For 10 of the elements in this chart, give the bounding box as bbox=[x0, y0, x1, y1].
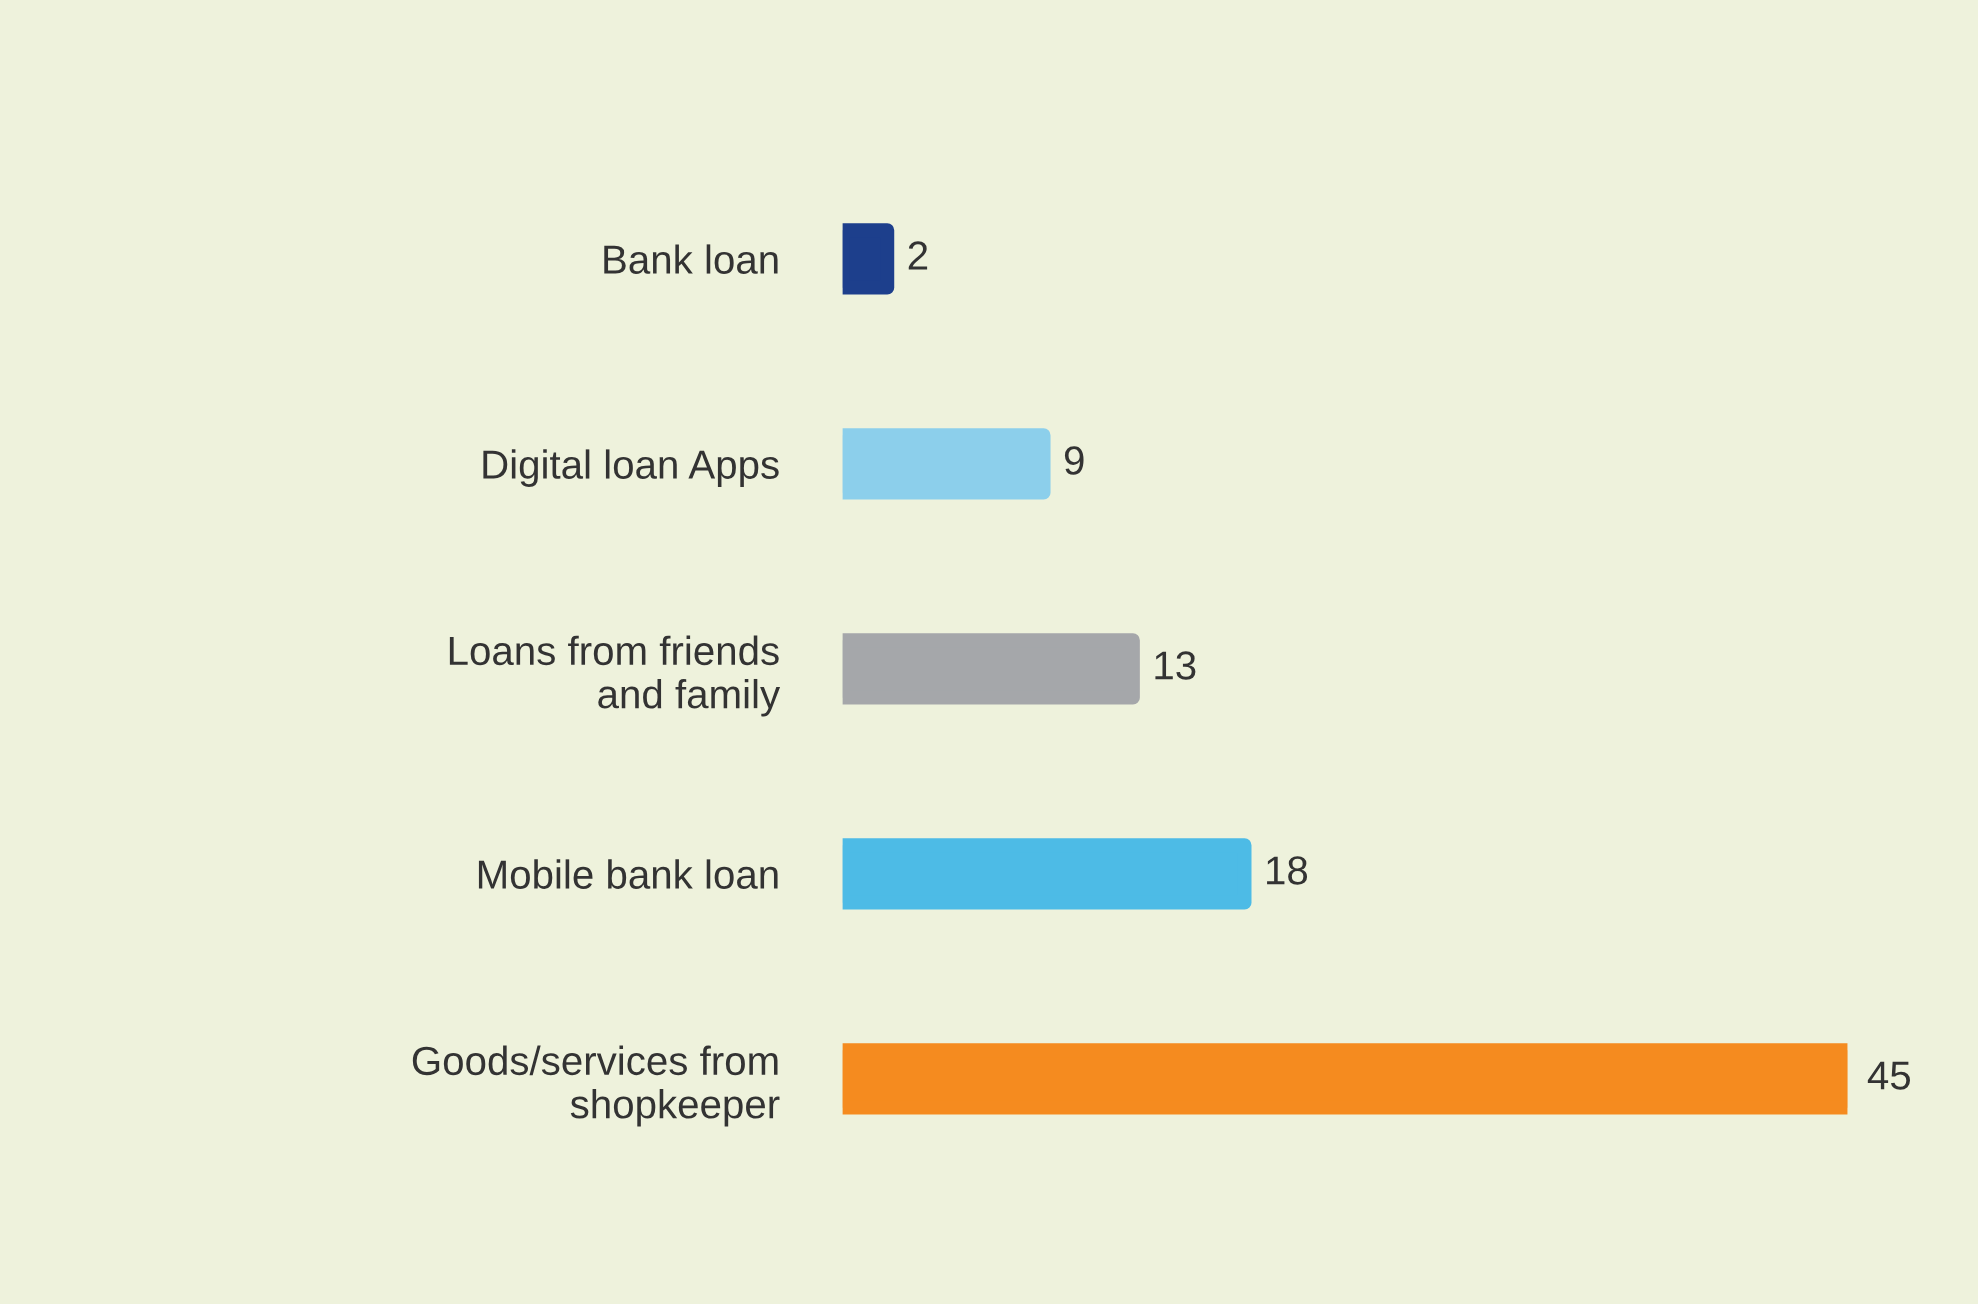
y-tick-label: Mobile bank loan bbox=[478, 859, 778, 889]
y-tick-label: Goods/services from shopkeeper bbox=[412, 1045, 780, 1127]
y-tick-label: Loans from friends and family bbox=[449, 635, 781, 717]
data-label: 13 bbox=[1155, 651, 1196, 680]
data-label: 45 bbox=[1867, 1061, 1911, 1090]
y-tick-label: Digital loan Apps bbox=[483, 449, 779, 487]
y-tick-label: Bank loan bbox=[604, 244, 778, 274]
data-label: 9 bbox=[1064, 446, 1084, 475]
data-label: 2 bbox=[908, 241, 928, 270]
data-label: 18 bbox=[1267, 856, 1308, 885]
